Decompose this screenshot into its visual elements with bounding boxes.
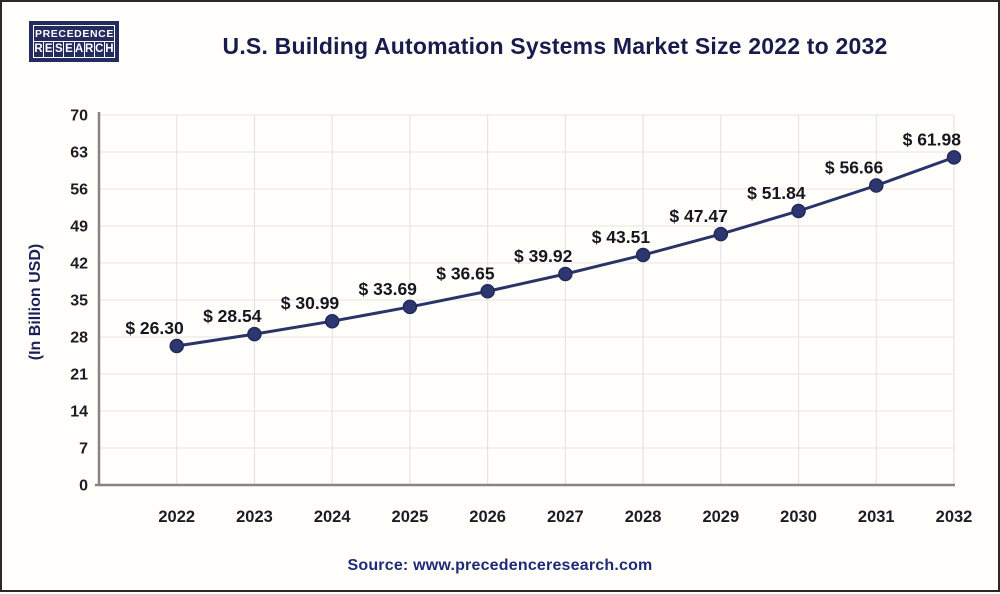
- data-point: [480, 284, 495, 299]
- logo-letter: C: [95, 42, 105, 57]
- x-tick-label: 2027: [547, 508, 584, 526]
- y-tick-label: 63: [70, 145, 88, 162]
- data-point-label: $ 43.51: [592, 227, 651, 247]
- x-tick-label: 2028: [625, 508, 662, 526]
- data-point: [946, 150, 962, 165]
- data-point: [247, 326, 262, 342]
- y-tick-label: 28: [70, 330, 88, 347]
- y-tick-label: 0: [79, 478, 88, 495]
- data-point-label: $ 51.84: [747, 183, 806, 203]
- page-title: U.S. Building Automation Systems Market …: [222, 33, 888, 59]
- x-tick-label: 2024: [314, 508, 352, 526]
- y-tick-label: 56: [70, 182, 88, 199]
- x-tick-label: 2026: [469, 508, 506, 526]
- logo-letter: R: [85, 42, 95, 57]
- data-point-label: $ 56.66: [825, 158, 884, 178]
- data-point-label: $ 30.99: [281, 293, 340, 313]
- data-point: [402, 299, 418, 315]
- data-point: [635, 247, 651, 263]
- data-point: [791, 203, 806, 219]
- x-tick-label: 2032: [936, 508, 973, 526]
- logo-letter: S: [54, 42, 65, 57]
- logo-letter: R: [34, 42, 45, 57]
- data-point-label: $ 28.54: [203, 306, 262, 326]
- logo-letter: H: [105, 43, 114, 55]
- data-point: [324, 313, 340, 329]
- data-point-label: $ 33.69: [359, 279, 418, 299]
- data-point-label: $ 39.92: [514, 246, 573, 266]
- y-axis-title: (In Billion USD): [27, 244, 44, 360]
- y-tick-label: 7: [79, 441, 88, 458]
- x-tick-label: 2029: [702, 508, 739, 526]
- y-tick-label: 49: [70, 219, 88, 236]
- logo-letter: E: [44, 42, 55, 57]
- y-tick-label: 35: [70, 293, 88, 310]
- x-tick-label: 2022: [158, 508, 195, 526]
- y-tick-label: 42: [70, 256, 88, 273]
- data-point-label: $ 61.98: [903, 129, 962, 149]
- source-text: Source: www.precedenceresearch.com: [347, 557, 653, 574]
- y-tick-label: 14: [70, 404, 88, 421]
- data-point: [713, 226, 729, 242]
- data-point: [869, 178, 884, 193]
- logo-line1: PRECEDENCE: [33, 25, 115, 42]
- data-point: [558, 266, 573, 282]
- logo-letter: E: [65, 42, 75, 57]
- data-point-label: $ 36.65: [436, 263, 495, 283]
- data-point-label: $ 26.30: [125, 318, 184, 338]
- x-tick-label: 2030: [780, 508, 817, 526]
- logo-letter: A: [74, 42, 85, 57]
- data-point: [169, 338, 184, 354]
- x-tick-label: 2023: [236, 508, 273, 526]
- x-tick-label: 2031: [858, 508, 895, 526]
- y-tick-label: 21: [70, 367, 88, 384]
- x-tick-label: 2025: [392, 508, 429, 526]
- y-tick-label: 70: [70, 108, 88, 125]
- data-point-label: $ 47.47: [669, 206, 727, 226]
